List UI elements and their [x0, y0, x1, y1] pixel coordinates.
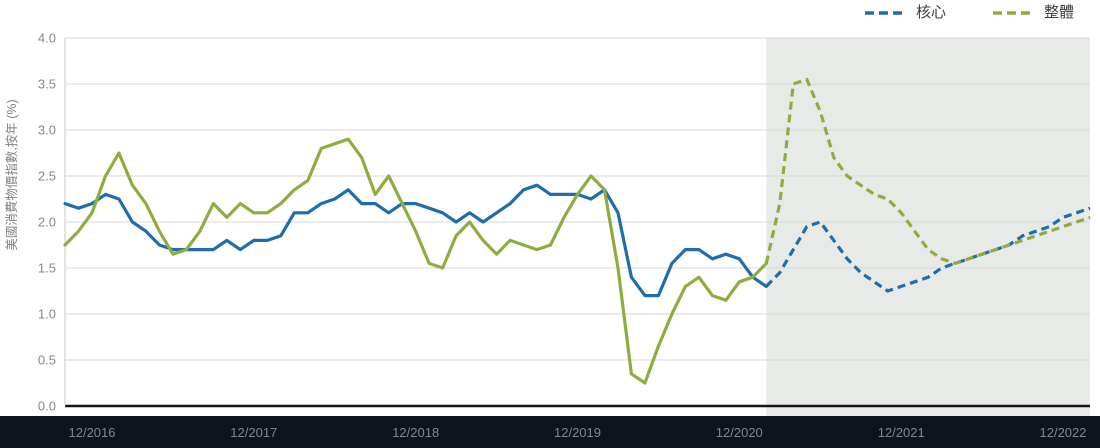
chart-legend: 核心 整體 [864, 5, 1074, 20]
x-tick-label: 12/2018 [392, 425, 439, 440]
legend-item-headline[interactable]: 整體 [992, 5, 1074, 20]
legend-item-core[interactable]: 核心 [864, 5, 946, 20]
y-tick-label: 3.5 [38, 77, 56, 92]
forecast-region [766, 38, 1090, 416]
y-tick-label: 1.0 [38, 307, 56, 322]
x-axis-band [0, 416, 1100, 448]
series-line-headline-historical [63, 137, 768, 385]
y-axis-title: 美國消費物價指數,按年 (%) [4, 99, 19, 250]
x-tick-label: 12/2021 [878, 425, 925, 440]
y-tick-label: 0.0 [38, 399, 56, 414]
x-tick-label: 12/2022 [1040, 425, 1087, 440]
y-tick-label: 4.0 [38, 31, 56, 46]
x-tick-label: 12/2020 [716, 425, 763, 440]
y-tick-label: 3.0 [38, 123, 56, 138]
y-tick-label: 0.5 [38, 353, 56, 368]
legend-label-headline: 整體 [1043, 4, 1074, 21]
series-line-core-forecast [765, 206, 1091, 293]
legend-label-core: 核心 [915, 4, 946, 21]
series-line-core-historical [63, 183, 768, 298]
headline-dashed-line-swatch [992, 10, 1033, 15]
y-tick-label: 2.5 [38, 169, 56, 184]
x-tick-label: 12/2016 [69, 425, 116, 440]
core-dashed-line-swatch [864, 10, 905, 15]
x-tick-label: 12/2017 [230, 425, 277, 440]
y-tick-label: 1.5 [38, 261, 56, 276]
x-tick-label: 12/2019 [554, 425, 601, 440]
y-tick-label: 2.0 [38, 215, 56, 230]
